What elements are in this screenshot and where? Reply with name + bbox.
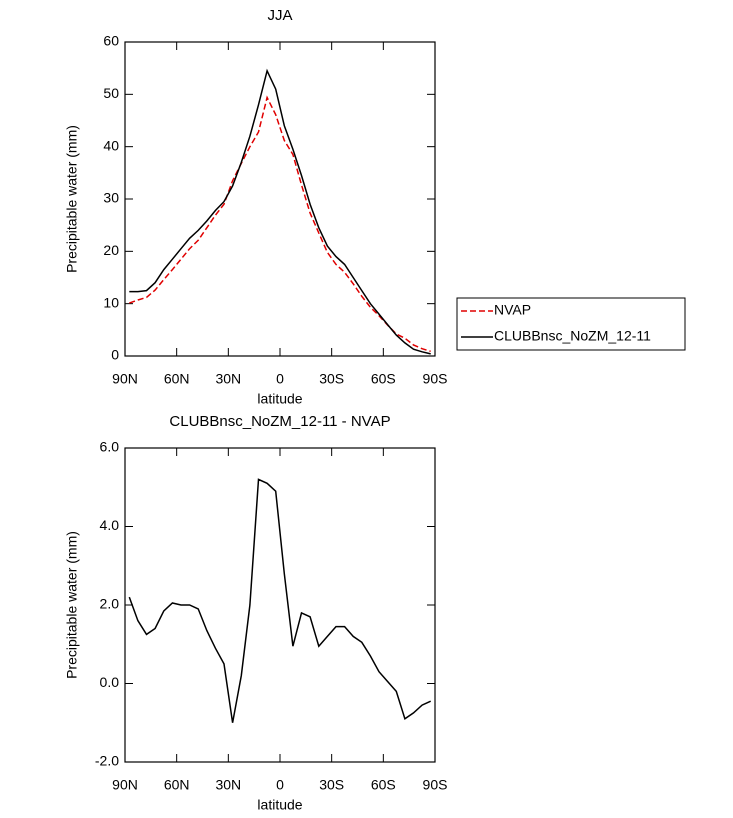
plot-frame bbox=[124, 41, 436, 357]
legend-label: NVAP bbox=[494, 302, 531, 318]
y-tick-label: 60 bbox=[103, 33, 119, 49]
x-tick-label: 60N bbox=[164, 777, 190, 793]
y-tick-label: 6.0 bbox=[100, 439, 120, 455]
y-tick-label: 2.0 bbox=[100, 596, 120, 612]
y-tick-label: 0.0 bbox=[100, 674, 120, 690]
y-axis-label: Precipitable water (mm) bbox=[64, 531, 80, 679]
x-axis-label: latitude bbox=[257, 391, 302, 407]
x-tick-label: 30S bbox=[319, 371, 344, 387]
data-line bbox=[129, 68, 431, 355]
y-tick-label: 40 bbox=[103, 137, 119, 153]
data-line bbox=[128, 478, 432, 723]
x-tick-label: 60N bbox=[164, 371, 190, 387]
x-tick-label: 30N bbox=[215, 777, 241, 793]
x-tick-label: 30N bbox=[215, 371, 241, 387]
y-tick-label: 30 bbox=[103, 190, 119, 206]
y-tick-label: -2.0 bbox=[95, 753, 119, 769]
x-tick-label: 60S bbox=[371, 371, 396, 387]
x-tick-label: 60S bbox=[371, 777, 396, 793]
chart-title: JJA bbox=[267, 7, 292, 24]
legend-label: CLUBBnsc_NoZM_12-11 bbox=[494, 328, 651, 344]
y-tick-label: 4.0 bbox=[100, 517, 120, 533]
data-line bbox=[129, 95, 431, 353]
x-tick-label: 0 bbox=[276, 371, 284, 387]
x-axis-label: latitude bbox=[257, 797, 302, 813]
x-tick-label: 90S bbox=[423, 777, 448, 793]
y-axis-label: Precipitable water (mm) bbox=[64, 125, 80, 273]
x-tick-label: 0 bbox=[276, 777, 284, 793]
x-tick-label: 90S bbox=[423, 371, 448, 387]
y-tick-label: 0 bbox=[111, 347, 119, 363]
x-tick-label: 90N bbox=[112, 371, 138, 387]
plot-frame bbox=[124, 447, 436, 763]
y-tick-label: 50 bbox=[103, 85, 119, 101]
x-tick-label: 90N bbox=[112, 777, 138, 793]
x-tick-label: 30S bbox=[319, 777, 344, 793]
y-tick-label: 20 bbox=[103, 242, 119, 258]
y-tick-label: 10 bbox=[103, 294, 119, 310]
legend-box bbox=[456, 297, 686, 351]
chart-title: CLUBBnsc_NoZM_12-11 - NVAP bbox=[169, 413, 390, 430]
